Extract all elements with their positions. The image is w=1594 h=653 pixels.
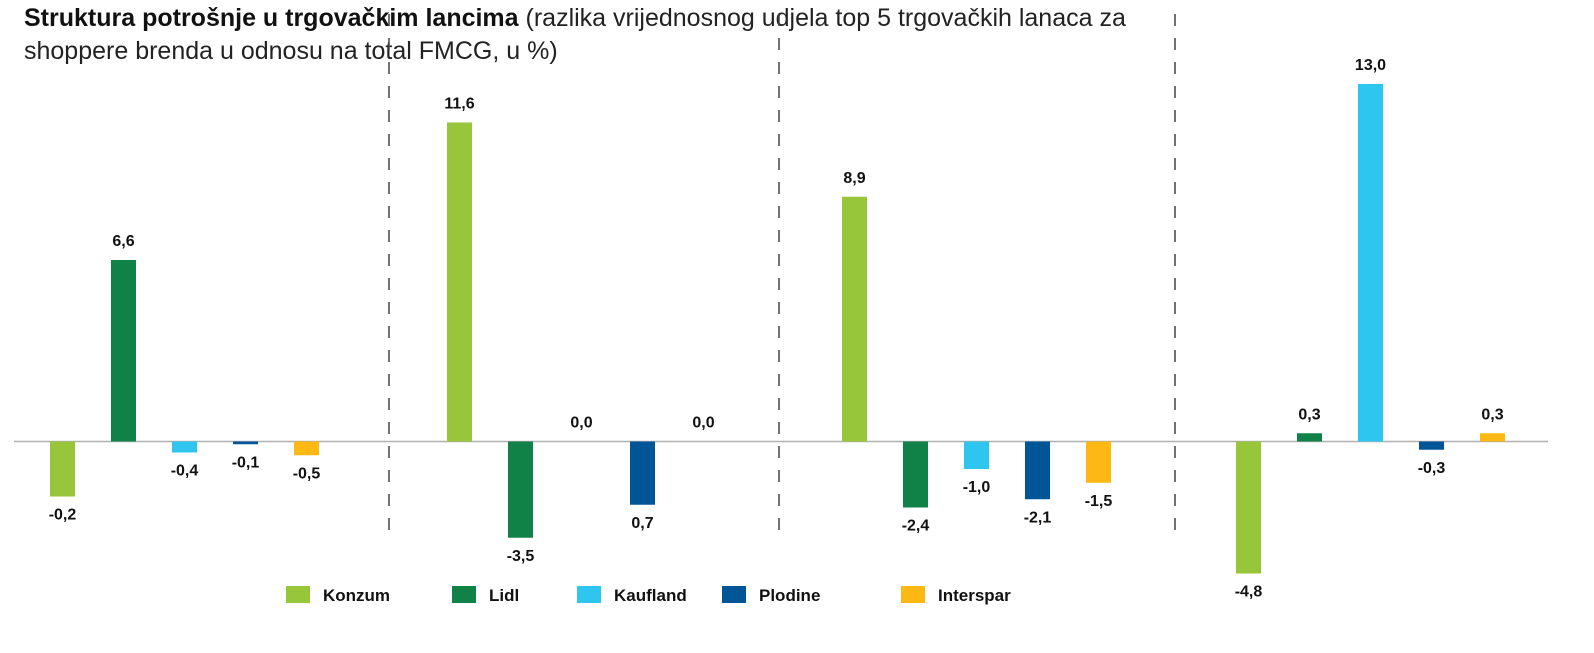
- bar-plodine-group-4: [1419, 441, 1444, 450]
- value-labels: -0,2 11,6 8,9 -4,8 6,6 -3,5 -2,4 0,3 -0,4 0,0 -1,0…: [49, 57, 1504, 601]
- legend-label-kaufland: Kaufland: [614, 586, 687, 605]
- bar-lidl-group-2: [508, 441, 533, 538]
- bar-plodine-group-3: [1025, 441, 1050, 500]
- value-label-lidl-group-2: -3,5: [507, 548, 535, 565]
- bar-konzum-group-3: [842, 196, 867, 442]
- value-label-konzum-group-2: 11,6: [444, 96, 474, 113]
- value-label-plodine-group-3: -2,1: [1024, 509, 1052, 526]
- bar-lidl-group-3: [903, 441, 928, 508]
- legend-label-konzum: Konzum: [323, 586, 390, 605]
- bar-kaufland-group-4: [1358, 84, 1383, 442]
- bar-plodine-group-2: [630, 441, 655, 505]
- value-label-kaufland-group-1: -0,4: [171, 463, 199, 480]
- value-label-plodine-group-2: 0,7: [631, 515, 653, 532]
- bar-interspar-group-1: [294, 441, 319, 456]
- value-label-interspar-group-4: 0,3: [1481, 406, 1503, 423]
- value-label-konzum-group-1: -0,2: [49, 507, 77, 524]
- value-label-konzum-group-4: -4,8: [1235, 584, 1263, 601]
- bar-kaufland-group-3: [964, 441, 989, 469]
- legend-label-lidl: Lidl: [489, 586, 519, 605]
- value-label-kaufland-group-2: 0,0: [570, 415, 592, 432]
- legend-swatch-lidl: [452, 586, 476, 603]
- bar-kaufland-group-1: [172, 441, 197, 453]
- chart-title-bold: Struktura potrošnje u trgovačkim lancima: [24, 4, 519, 32]
- bar-lidl-group-1: [111, 260, 136, 442]
- value-label-lidl-group-4: 0,3: [1298, 406, 1320, 423]
- value-label-lidl-group-1: 6,6: [112, 233, 134, 250]
- chart-title: Struktura potrošnje u trgovačkim lancima…: [24, 2, 1144, 68]
- value-label-interspar-group-2: 0,0: [692, 415, 714, 432]
- legend-label-plodine: Plodine: [759, 586, 820, 605]
- value-label-interspar-group-1: -0,5: [293, 465, 321, 482]
- legend: Konzum Lidl Kaufland Plodine Interspar: [286, 586, 1011, 605]
- value-label-kaufland-group-4: 13,0: [1355, 57, 1386, 74]
- legend-swatch-konzum: [286, 586, 310, 603]
- value-label-plodine-group-4: -0,3: [1418, 460, 1446, 477]
- group-separators: [388, 14, 1176, 535]
- bar-konzum-group-1: [50, 441, 75, 497]
- bars: [50, 84, 1505, 574]
- legend-swatch-interspar: [901, 586, 925, 603]
- legend-swatch-plodine: [722, 586, 746, 603]
- bar-plodine-group-1: [233, 441, 258, 445]
- bar-lidl-group-4: [1297, 433, 1322, 442]
- legend-swatch-kaufland: [577, 586, 601, 603]
- bar-interspar-group-3: [1086, 441, 1111, 483]
- bar-konzum-group-4: [1236, 441, 1261, 574]
- bar-konzum-group-2: [447, 122, 472, 442]
- value-label-konzum-group-3: 8,9: [843, 170, 865, 187]
- value-label-plodine-group-1: -0,1: [232, 454, 260, 471]
- bar-interspar-group-4: [1480, 433, 1505, 442]
- value-label-kaufland-group-3: -1,0: [963, 479, 991, 496]
- value-label-interspar-group-3: -1,5: [1085, 493, 1113, 510]
- value-label-lidl-group-3: -2,4: [902, 518, 930, 535]
- legend-label-interspar: Interspar: [938, 586, 1011, 605]
- chart-title-rest: (razlika vrijednosnog udjela top 5 trgov…: [24, 4, 1126, 65]
